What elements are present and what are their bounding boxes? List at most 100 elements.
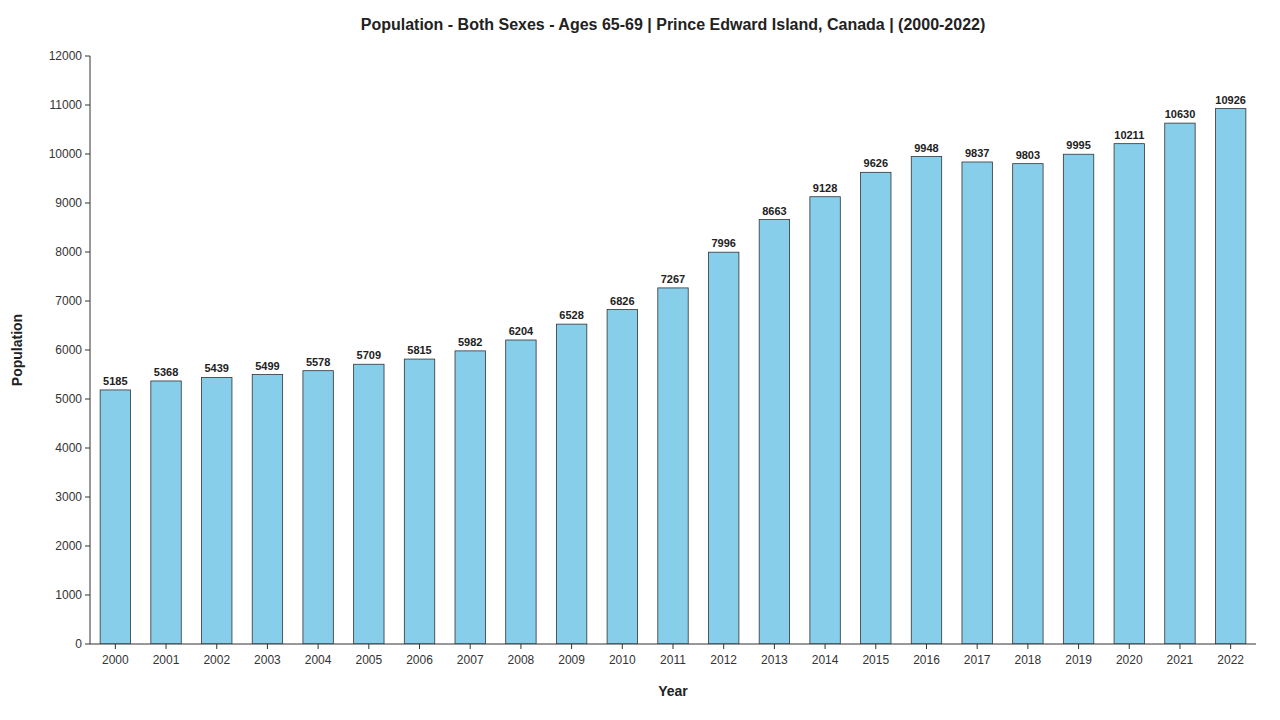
data-label: 9803 — [1016, 149, 1040, 161]
y-tick-label: 9000 — [55, 196, 82, 210]
bar — [202, 377, 232, 644]
bars — [100, 109, 1246, 644]
x-tick — [216, 644, 217, 649]
y-tick — [85, 497, 90, 498]
x-tick-label: 2009 — [558, 653, 585, 667]
y-tick — [85, 203, 90, 204]
x-tick-label: 2015 — [862, 653, 889, 667]
bar — [506, 340, 536, 644]
bar — [911, 157, 941, 644]
bar — [252, 375, 282, 644]
bar — [708, 252, 738, 644]
y-tick-label: 0 — [75, 637, 82, 651]
x-tick-label: 2005 — [355, 653, 382, 667]
data-label: 5982 — [458, 336, 482, 348]
x-tick — [673, 644, 674, 649]
x-tick-label: 2016 — [913, 653, 940, 667]
data-label: 9948 — [914, 142, 938, 154]
bar — [1114, 144, 1144, 644]
data-label: 6826 — [610, 295, 634, 307]
background — [0, 0, 1280, 720]
x-tick — [875, 644, 876, 649]
y-tick-label: 2000 — [55, 539, 82, 553]
y-tick-label: 7000 — [55, 294, 82, 308]
y-tick-label: 12000 — [49, 49, 83, 63]
bar — [556, 324, 586, 644]
x-tick — [318, 644, 319, 649]
bar — [1165, 123, 1195, 644]
x-tick — [774, 644, 775, 649]
y-tick — [85, 252, 90, 253]
y-tick — [85, 105, 90, 106]
x-tick-label: 2003 — [254, 653, 281, 667]
chart-container: 5185536854395499557857095815598262046528… — [0, 0, 1280, 720]
x-tick-label: 2002 — [203, 653, 230, 667]
x-tick — [1078, 644, 1079, 649]
y-tick-label: 5000 — [55, 392, 82, 406]
x-tick — [825, 644, 826, 649]
data-label: 5499 — [255, 360, 279, 372]
x-tick-label: 2007 — [457, 653, 484, 667]
data-label: 5439 — [204, 362, 228, 374]
y-tick — [85, 301, 90, 302]
data-label: 8663 — [762, 205, 786, 217]
x-tick-label: 2019 — [1065, 653, 1092, 667]
y-tick-label: 8000 — [55, 245, 82, 259]
y-tick-label: 10000 — [49, 147, 83, 161]
data-label: 5578 — [306, 356, 330, 368]
y-tick — [85, 546, 90, 547]
x-tick — [520, 644, 521, 649]
bar — [810, 197, 840, 644]
x-tick-label: 2018 — [1015, 653, 1042, 667]
y-tick — [85, 350, 90, 351]
y-tick-label: 1000 — [55, 588, 82, 602]
x-tick — [1129, 644, 1130, 649]
data-label: 5368 — [154, 366, 178, 378]
x-tick — [977, 644, 978, 649]
y-tick-label: 6000 — [55, 343, 82, 357]
x-tick-label: 2022 — [1217, 653, 1244, 667]
bar — [759, 220, 789, 644]
bar — [962, 162, 992, 644]
y-tick — [85, 399, 90, 400]
x-tick — [419, 644, 420, 649]
data-label: 7996 — [711, 237, 735, 249]
data-label: 10926 — [1215, 94, 1246, 106]
x-tick — [115, 644, 116, 649]
bar — [151, 381, 181, 644]
x-tick — [723, 644, 724, 649]
x-tick-label: 2001 — [153, 653, 180, 667]
x-tick — [470, 644, 471, 649]
chart-title: Population - Both Sexes - Ages 65-69 | P… — [361, 16, 986, 33]
bar — [658, 288, 688, 644]
x-tick — [1230, 644, 1231, 649]
bar — [607, 310, 637, 644]
bar — [354, 364, 384, 644]
data-label: 9128 — [813, 182, 837, 194]
x-tick — [267, 644, 268, 649]
x-tick-label: 2000 — [102, 653, 129, 667]
y-tick — [85, 644, 90, 645]
bar — [1215, 109, 1245, 644]
data-label: 7267 — [661, 273, 685, 285]
x-tick-label: 2008 — [508, 653, 535, 667]
x-tick — [622, 644, 623, 649]
x-tick-label: 2011 — [660, 653, 686, 667]
x-tick-label: 2021 — [1167, 653, 1194, 667]
data-label: 5709 — [357, 349, 381, 361]
data-label: 9995 — [1066, 139, 1090, 151]
x-tick — [571, 644, 572, 649]
bar — [100, 390, 130, 644]
bar — [303, 371, 333, 644]
data-label: 9626 — [864, 157, 888, 169]
x-axis-label: Year — [658, 683, 688, 699]
y-tick — [85, 595, 90, 596]
bar — [1013, 164, 1043, 644]
y-tick — [85, 448, 90, 449]
x-tick — [1179, 644, 1180, 649]
data-label: 10211 — [1114, 129, 1144, 141]
bar — [404, 359, 434, 644]
data-label: 5185 — [103, 375, 127, 387]
y-axis-label: Population — [9, 314, 25, 386]
data-label: 10630 — [1165, 108, 1196, 120]
